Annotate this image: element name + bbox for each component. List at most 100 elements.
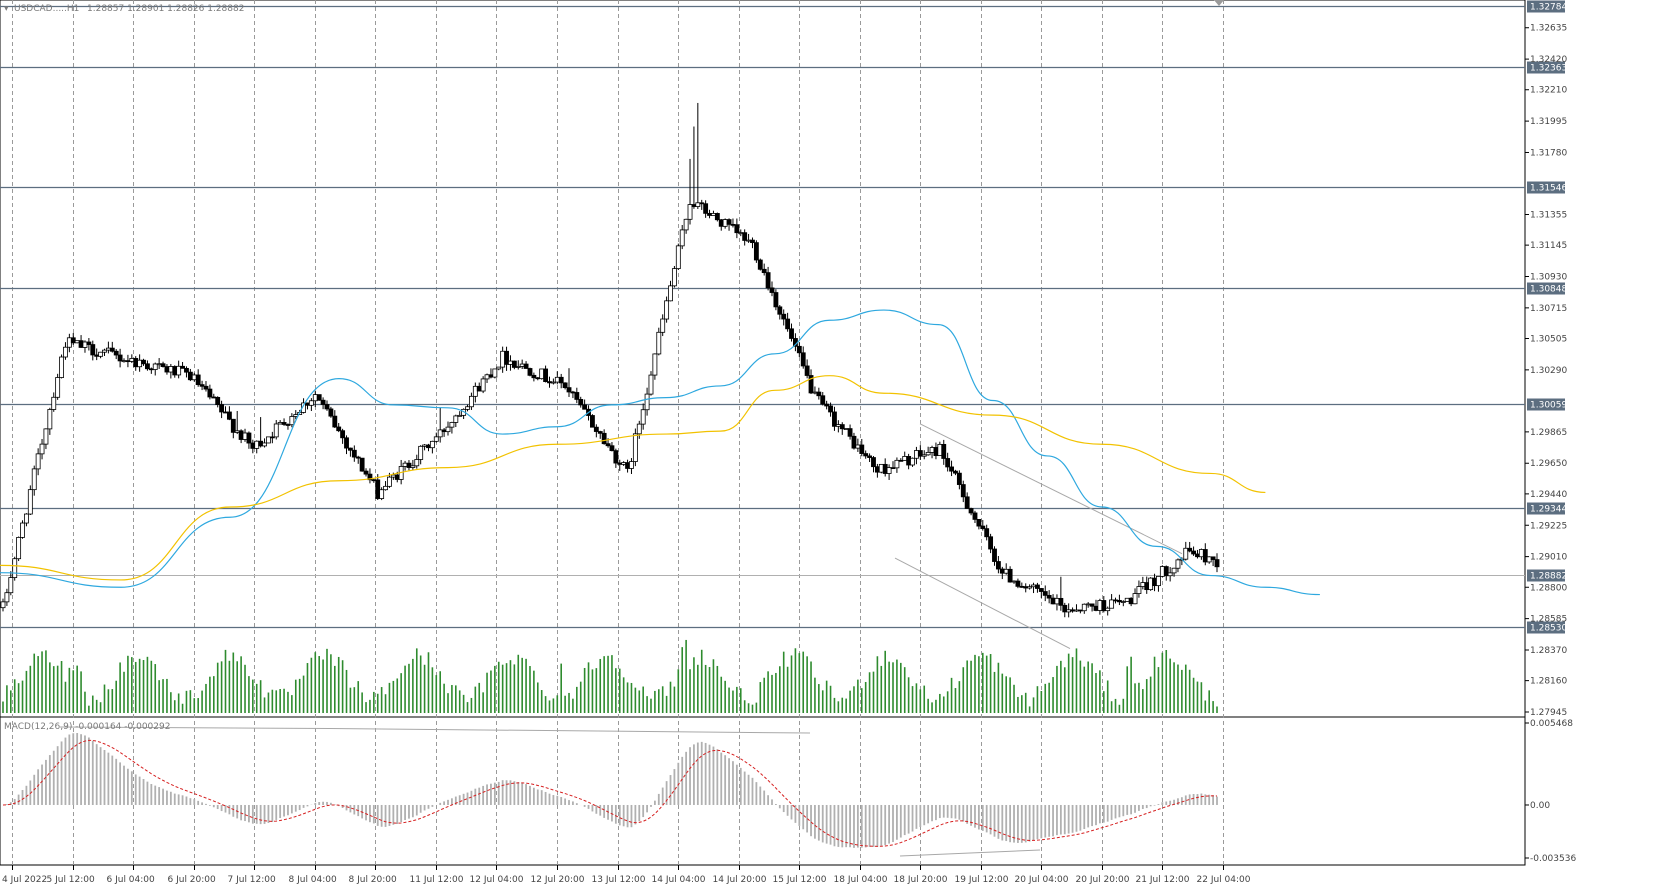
level-price-label: 1.29344 [1530, 505, 1567, 515]
chevron-down-icon[interactable]: ▾ [4, 4, 9, 14]
candle-body [457, 414, 463, 417]
candle-body [617, 462, 623, 465]
trend-lines [894, 423, 1183, 649]
time-label: 8 Jul 04:00 [289, 875, 338, 885]
candle-body [308, 400, 314, 406]
price-tick-label: 1.29010 [1530, 553, 1567, 563]
macd-divergence-line-1 [59, 726, 331, 730]
candle-body [707, 212, 712, 216]
candle-body [449, 422, 455, 428]
candle-body [757, 259, 763, 270]
candle-body [730, 223, 736, 226]
candle-body [1019, 585, 1025, 588]
candle-body [1171, 567, 1177, 574]
candle-body [12, 558, 18, 578]
candle-body [43, 428, 49, 445]
candle-body [1116, 599, 1122, 603]
candle-body [527, 368, 533, 376]
candle-body [55, 377, 61, 398]
candle-body [94, 354, 100, 357]
candle-body [543, 368, 549, 383]
price-tick-label: 1.32635 [1530, 24, 1567, 34]
price-axis: 1.32635 1.32420 1.32210 1.31995 1.31780 1.313… [1525, 24, 1567, 718]
candle-body [367, 473, 373, 481]
candle-body [722, 219, 728, 227]
candle-body [328, 408, 334, 417]
macd-divergence-line-3 [899, 849, 1041, 857]
candle-body [109, 347, 115, 352]
candle-body [445, 426, 451, 433]
candle-body [1023, 586, 1029, 589]
candle-body [269, 436, 275, 439]
price-tick-label: 1.28800 [1530, 583, 1567, 593]
candle-body [859, 444, 865, 454]
candle-body [699, 202, 705, 205]
candle-body [59, 356, 64, 378]
candle-body [1128, 597, 1134, 605]
candle-body [305, 402, 310, 406]
candle-body [387, 476, 392, 487]
level-price-label: 1.30059 [1530, 401, 1567, 411]
candle-body [1097, 600, 1103, 611]
candle-body [1109, 599, 1115, 609]
candle-body [324, 404, 330, 410]
price-tick-label: 1.32210 [1530, 86, 1567, 96]
shift-marker-icon[interactable] [1214, 0, 1224, 6]
candle-body [184, 367, 189, 373]
candle-body [980, 525, 986, 530]
candle-body [488, 374, 494, 378]
candle-body [133, 358, 139, 368]
candle-body [734, 224, 740, 234]
candle-body [168, 366, 174, 373]
macd-tick-label: -0.003536 [1530, 854, 1576, 864]
candle-body [933, 447, 939, 456]
time-label: 11 Jul 12:00 [410, 875, 464, 885]
candle-body [1003, 568, 1009, 574]
candle-body [789, 328, 794, 339]
candle-body [277, 422, 283, 425]
time-label: 8 Jul 20:00 [349, 875, 398, 885]
price-tick-label: 1.28370 [1530, 646, 1567, 656]
candle-body [500, 350, 506, 368]
level-price-tag [1527, 282, 1565, 295]
candle-body [468, 395, 474, 408]
candle-body [761, 268, 767, 274]
candle-body [476, 385, 482, 392]
candle-body [828, 405, 833, 413]
candle-body [886, 467, 892, 474]
time-label: 22 Jul 04:00 [1197, 875, 1251, 885]
time-label: 4 Jul 2022 [2, 875, 47, 885]
level-price-tag [1527, 0, 1565, 13]
time-label: 13 Jul 12:00 [592, 875, 646, 885]
candle-body [874, 466, 880, 473]
price-tick-label: 1.28585 [1530, 615, 1567, 625]
price-tick-label: 1.29225 [1530, 521, 1567, 531]
candle-body [1156, 575, 1161, 587]
volume-histogram [2, 639, 1218, 713]
time-label: 21 Jul 12:00 [1136, 875, 1190, 885]
candle-body [301, 402, 306, 413]
candle-body [742, 232, 748, 241]
time-label: 14 Jul 20:00 [713, 875, 767, 885]
candle-body [223, 411, 228, 414]
candle-body [78, 340, 84, 348]
level-price-tag [1527, 181, 1565, 194]
level-price-label: 1.32784 [1530, 3, 1567, 13]
time-label: 6 Jul 20:00 [168, 875, 217, 885]
candle-body [968, 508, 974, 514]
candle-body [578, 399, 584, 406]
candle-body [1167, 572, 1173, 577]
candle-body [917, 450, 923, 457]
candle-body [613, 450, 619, 464]
candle-body [804, 365, 810, 376]
candle-body [1202, 549, 1208, 563]
candle-body [988, 536, 994, 550]
candle-body [98, 351, 104, 357]
candle-body [1140, 582, 1146, 587]
candle-body [1195, 553, 1200, 558]
candle-body [172, 366, 178, 376]
candle-body [63, 346, 68, 358]
candle-body [426, 444, 431, 449]
